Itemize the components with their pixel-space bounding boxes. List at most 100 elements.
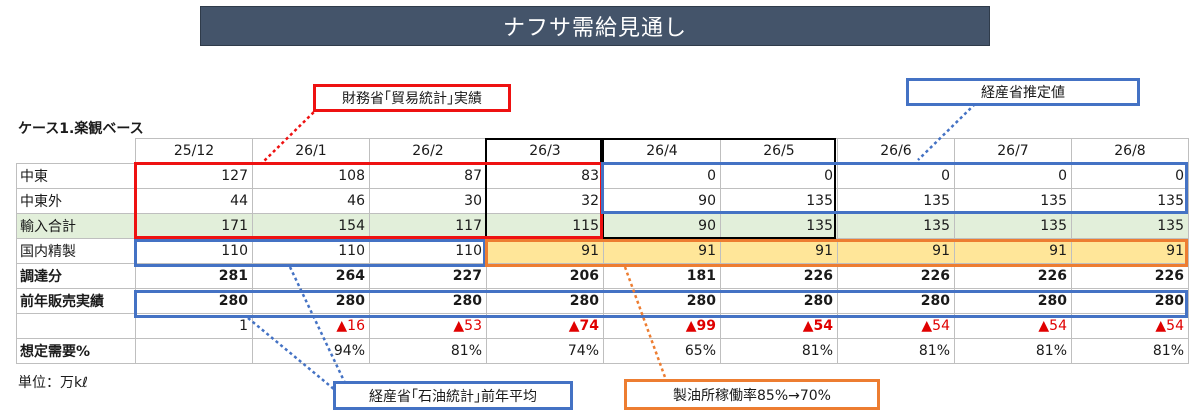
row-procurement: 調達分 281 264 227 206 181 226 226 226 226 — [16, 263, 1189, 289]
table-cell: 135 — [954, 213, 1072, 239]
col-header: 26/7 — [954, 138, 1072, 164]
table-cell: 46 — [252, 188, 370, 214]
table-cell: 110 — [369, 238, 487, 264]
table-cell: 226 — [837, 263, 955, 289]
table-cell: 0 — [603, 163, 721, 189]
table-cell: 91 — [837, 238, 955, 264]
table-cell: ▲16 — [252, 313, 370, 339]
row-label — [16, 313, 136, 339]
table-cell: 81% — [954, 338, 1072, 364]
callout-meti-oil-stats: 経産省｢石油統計｣前年平均 — [333, 381, 573, 410]
col-header: 25/12 — [135, 138, 253, 164]
table-cell: ▲74 — [486, 313, 604, 339]
header-row: 25/12 26/1 26/2 26/3 26/4 26/5 26/6 26/7… — [17, 138, 1189, 164]
row-assumed-demand: 想定需要% 94% 81% 74% 65% 81% 81% 81% 81% — [16, 338, 1189, 364]
table-cell: 171 — [135, 213, 253, 239]
table-cell: 74% — [486, 338, 604, 364]
table-cell: 44 — [135, 188, 253, 214]
table-cell: 227 — [369, 263, 487, 289]
supply-demand-table: 25/12 26/1 26/2 26/3 26/4 26/5 26/6 26/7… — [16, 138, 1189, 364]
table-cell: 0 — [954, 163, 1072, 189]
table-cell: 280 — [369, 288, 487, 314]
table-cell: 81% — [369, 338, 487, 364]
table-cell: 135 — [720, 213, 838, 239]
callout-refinery-rate: 製油所稼働率85%→70% — [624, 379, 880, 410]
table-cell: 226 — [1071, 263, 1189, 289]
table-cell: 30 — [369, 188, 487, 214]
table-cell: 0 — [837, 163, 955, 189]
col-header: 26/2 — [369, 138, 487, 164]
table-cell: 108 — [252, 163, 370, 189]
unit-label: 単位：万kℓ — [18, 375, 88, 391]
row-difference: 1 ▲16 ▲53 ▲74 ▲99 ▲54 ▲54 ▲54 ▲54 — [16, 313, 1189, 339]
table-cell: 91 — [720, 238, 838, 264]
table-cell: ▲54 — [837, 313, 955, 339]
table-cell: 0 — [720, 163, 838, 189]
table-cell: 280 — [603, 288, 721, 314]
table-cell: 90 — [603, 188, 721, 214]
table-cell: 264 — [252, 263, 370, 289]
table-cell: 91 — [603, 238, 721, 264]
callout-meti-estimate: 経産省推定値 — [906, 78, 1140, 106]
row-label: 前年販売実績 — [16, 288, 136, 314]
table-cell: 91 — [954, 238, 1072, 264]
table-cell: ▲99 — [603, 313, 721, 339]
table-cell: 135 — [1071, 213, 1189, 239]
row-import-total: 輸入合計 171 154 117 115 90 135 135 135 135 — [16, 213, 1189, 239]
callout-mof-trade-stats: 財務省｢貿易統計｣実績 — [313, 84, 511, 112]
col-header: 26/1 — [252, 138, 370, 164]
corner-cell — [17, 139, 136, 164]
row-label: 調達分 — [16, 263, 136, 289]
table-cell: 280 — [135, 288, 253, 314]
row-label: 国内精製 — [16, 238, 136, 264]
table-cell: 117 — [369, 213, 487, 239]
row-label: 輸入合計 — [16, 213, 136, 239]
col-header: 26/6 — [837, 138, 955, 164]
table-cell: ▲54 — [720, 313, 838, 339]
table-cell: 280 — [1071, 288, 1189, 314]
row-label: 中東 — [16, 163, 136, 189]
table-cell: 81% — [837, 338, 955, 364]
table-cell: 32 — [486, 188, 604, 214]
table-cell: 226 — [954, 263, 1072, 289]
col-header: 26/5 — [720, 138, 838, 164]
row-prev-year-sales: 前年販売実績 280 280 280 280 280 280 280 280 2… — [16, 288, 1189, 314]
table-cell: 91 — [486, 238, 604, 264]
table-cell: 94% — [252, 338, 370, 364]
col-header: 26/4 — [603, 138, 721, 164]
row-non-middle-east: 中東外 44 46 30 32 90 135 135 135 135 — [16, 188, 1189, 214]
row-label: 中東外 — [16, 188, 136, 214]
table-cell: 81% — [720, 338, 838, 364]
table-cell: 206 — [486, 263, 604, 289]
table-cell: 135 — [837, 213, 955, 239]
table-cell: 91 — [1071, 238, 1189, 264]
case-label: ケース1.楽観ベース — [18, 121, 144, 137]
table-cell: ▲54 — [954, 313, 1072, 339]
table-cell: 81% — [1071, 338, 1189, 364]
table-cell: 83 — [486, 163, 604, 189]
table-cell: 280 — [720, 288, 838, 314]
col-header: 26/3 — [486, 138, 604, 164]
table-cell: 110 — [252, 238, 370, 264]
page-title: ナフサ需給見通し — [200, 6, 990, 46]
row-domestic-refining: 国内精製 110 110 110 91 91 91 91 91 91 — [16, 238, 1189, 264]
table-cell: 1 — [135, 313, 253, 339]
table-cell: 181 — [603, 263, 721, 289]
row-middle-east: 中東 127 108 87 83 0 0 0 0 0 — [16, 163, 1189, 189]
table-cell: 280 — [837, 288, 955, 314]
table-cell: 135 — [954, 188, 1072, 214]
table-cell: 110 — [135, 238, 253, 264]
table-cell: 226 — [720, 263, 838, 289]
table-cell: ▲53 — [369, 313, 487, 339]
table-cell: 87 — [369, 163, 487, 189]
table-cell: 280 — [486, 288, 604, 314]
table-cell: 90 — [603, 213, 721, 239]
table-cell: 65% — [603, 338, 721, 364]
table-cell: 280 — [252, 288, 370, 314]
table-cell: 135 — [837, 188, 955, 214]
table-cell: 280 — [954, 288, 1072, 314]
table-cell: 154 — [252, 213, 370, 239]
table-cell: 115 — [486, 213, 604, 239]
table-cell: 0 — [1071, 163, 1189, 189]
table-cell: ▲54 — [1071, 313, 1189, 339]
